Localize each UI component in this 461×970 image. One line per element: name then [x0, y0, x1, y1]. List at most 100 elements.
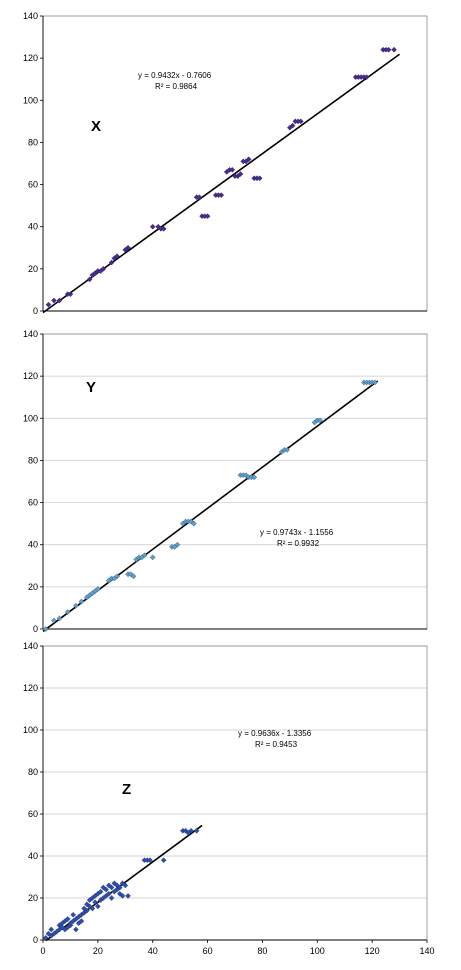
y-tick-label: 120: [23, 371, 38, 381]
data-point: [108, 884, 115, 891]
y-tick-label: 80: [28, 455, 38, 465]
data-point: [160, 226, 167, 232]
data-point: [73, 926, 79, 933]
data-point: [95, 586, 101, 592]
data-point: [73, 603, 79, 609]
y-tick-label: 60: [28, 498, 38, 508]
r-squared-label: R² = 0.9864: [155, 82, 198, 91]
chart-panel-z: 0 20 40 60 80 100 120 140 0 20 40 60 80 100 120 140 y = …: [23, 641, 435, 956]
plot-area-frame: [42, 645, 428, 941]
data-point: [218, 192, 225, 198]
trendline-equation: y = 0.9636x - 1.3356: [238, 729, 312, 738]
data-point: [141, 552, 148, 559]
panel-label: Z: [122, 781, 131, 798]
data-point: [51, 297, 57, 304]
y-tick-label: 60: [28, 809, 38, 819]
data-point: [100, 266, 107, 272]
data-point: [64, 609, 71, 615]
data-point: [237, 171, 244, 177]
data-point: [385, 46, 392, 53]
y-tick-label: 100: [23, 413, 38, 423]
data-point: [86, 903, 93, 910]
data-point: [174, 541, 181, 548]
data-point: [243, 472, 249, 478]
y-tick-label: 100: [23, 725, 38, 735]
data-point: [56, 615, 63, 622]
x-tick-label: 60: [203, 946, 213, 956]
data-point: [116, 884, 123, 891]
y-tick-label: 40: [28, 851, 38, 861]
data-point: [78, 918, 85, 924]
plot-area-frame: [42, 15, 428, 312]
data-point: [70, 911, 76, 918]
y-tick-label: 20: [28, 264, 38, 274]
data-point: [196, 194, 203, 201]
panel-label: X: [91, 118, 101, 135]
data-point: [256, 175, 263, 182]
data-point: [149, 554, 156, 561]
x-tick-label: 40: [148, 946, 158, 956]
r-squared-label: R² = 0.9453: [255, 740, 298, 749]
y-tick-label: 0: [33, 935, 38, 945]
data-point: [116, 890, 123, 897]
y-tick-label: 140: [23, 11, 38, 21]
data-point: [92, 899, 98, 906]
data-point: [114, 253, 120, 260]
data-point: [42, 626, 49, 632]
r-squared-label: R² = 0.9932: [277, 539, 320, 548]
data-point: [86, 276, 93, 283]
x-tick-label: 0: [40, 946, 45, 956]
data-point: [51, 617, 57, 624]
panel-label: Y: [86, 379, 96, 396]
y-tick-label: 120: [23, 53, 38, 63]
y-tick-label: 20: [28, 893, 38, 903]
y-tick-label: 60: [28, 180, 38, 190]
data-point: [188, 827, 194, 834]
data-point: [188, 518, 194, 525]
y-tick-label: 120: [23, 683, 38, 693]
x-tick-label: 100: [310, 946, 325, 956]
data-point: [391, 46, 397, 53]
data-point: [147, 857, 153, 864]
x-tick-label: 80: [257, 946, 267, 956]
data-point: [160, 857, 167, 864]
data-point: [289, 122, 296, 129]
y-tick-label: 140: [23, 329, 38, 339]
data-point: [130, 573, 137, 580]
x-tick-label: 120: [365, 946, 380, 956]
data-point: [251, 474, 258, 481]
chart-panel-y: 0 20 40 60 80 100 120 140 y = 0.9743x - 1.1556 R²…: [23, 329, 428, 634]
data-point: [78, 598, 85, 605]
chart-panel-x: 0 20 40 60 80 100 120 140 y = 0.9432x - 0.7606 R²…: [23, 11, 428, 316]
trendline-equation: y = 0.9743x - 1.1556: [260, 528, 334, 537]
data-point: [193, 827, 200, 834]
data-point: [106, 890, 112, 897]
data-point: [191, 520, 197, 527]
data-point: [111, 880, 118, 887]
data-point: [245, 156, 252, 163]
data-point: [298, 118, 304, 125]
data-point: [317, 417, 323, 424]
data-point: [284, 447, 290, 453]
data-point: [45, 301, 52, 308]
data-point: [64, 916, 71, 922]
data-point: [67, 291, 74, 297]
x-tick-label: 20: [93, 946, 103, 956]
data-point: [42, 935, 49, 941]
data-point: [108, 259, 115, 266]
data-point: [114, 882, 120, 889]
data-point: [97, 888, 104, 895]
data-point: [108, 895, 115, 901]
y-tick-label: 100: [23, 95, 38, 105]
data-point: [149, 223, 156, 230]
y-tick-label: 40: [28, 222, 38, 232]
data-point: [89, 905, 96, 912]
data-point: [84, 907, 90, 914]
data-point: [125, 893, 131, 899]
y-tick-label: 80: [28, 137, 38, 147]
data-point: [229, 167, 236, 173]
data-point: [103, 886, 109, 893]
plot-area-frame: [42, 333, 428, 630]
data-point: [119, 880, 126, 887]
data-point: [125, 244, 131, 251]
